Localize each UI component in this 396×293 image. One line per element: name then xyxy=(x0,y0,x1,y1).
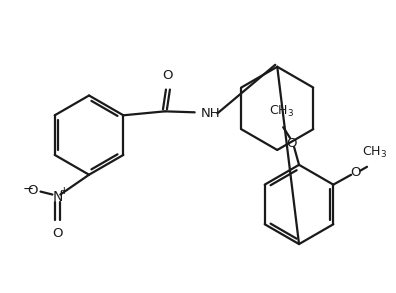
Text: O: O xyxy=(163,69,173,82)
Text: O: O xyxy=(286,137,296,149)
Text: O: O xyxy=(52,227,63,240)
Text: CH$_3$: CH$_3$ xyxy=(268,104,294,119)
Text: O: O xyxy=(350,166,360,179)
Text: N: N xyxy=(52,190,63,204)
Text: CH$_3$: CH$_3$ xyxy=(362,145,388,160)
Text: NH: NH xyxy=(201,107,220,120)
Text: −: − xyxy=(23,183,34,196)
Text: +: + xyxy=(60,185,69,196)
Text: O: O xyxy=(27,184,38,197)
